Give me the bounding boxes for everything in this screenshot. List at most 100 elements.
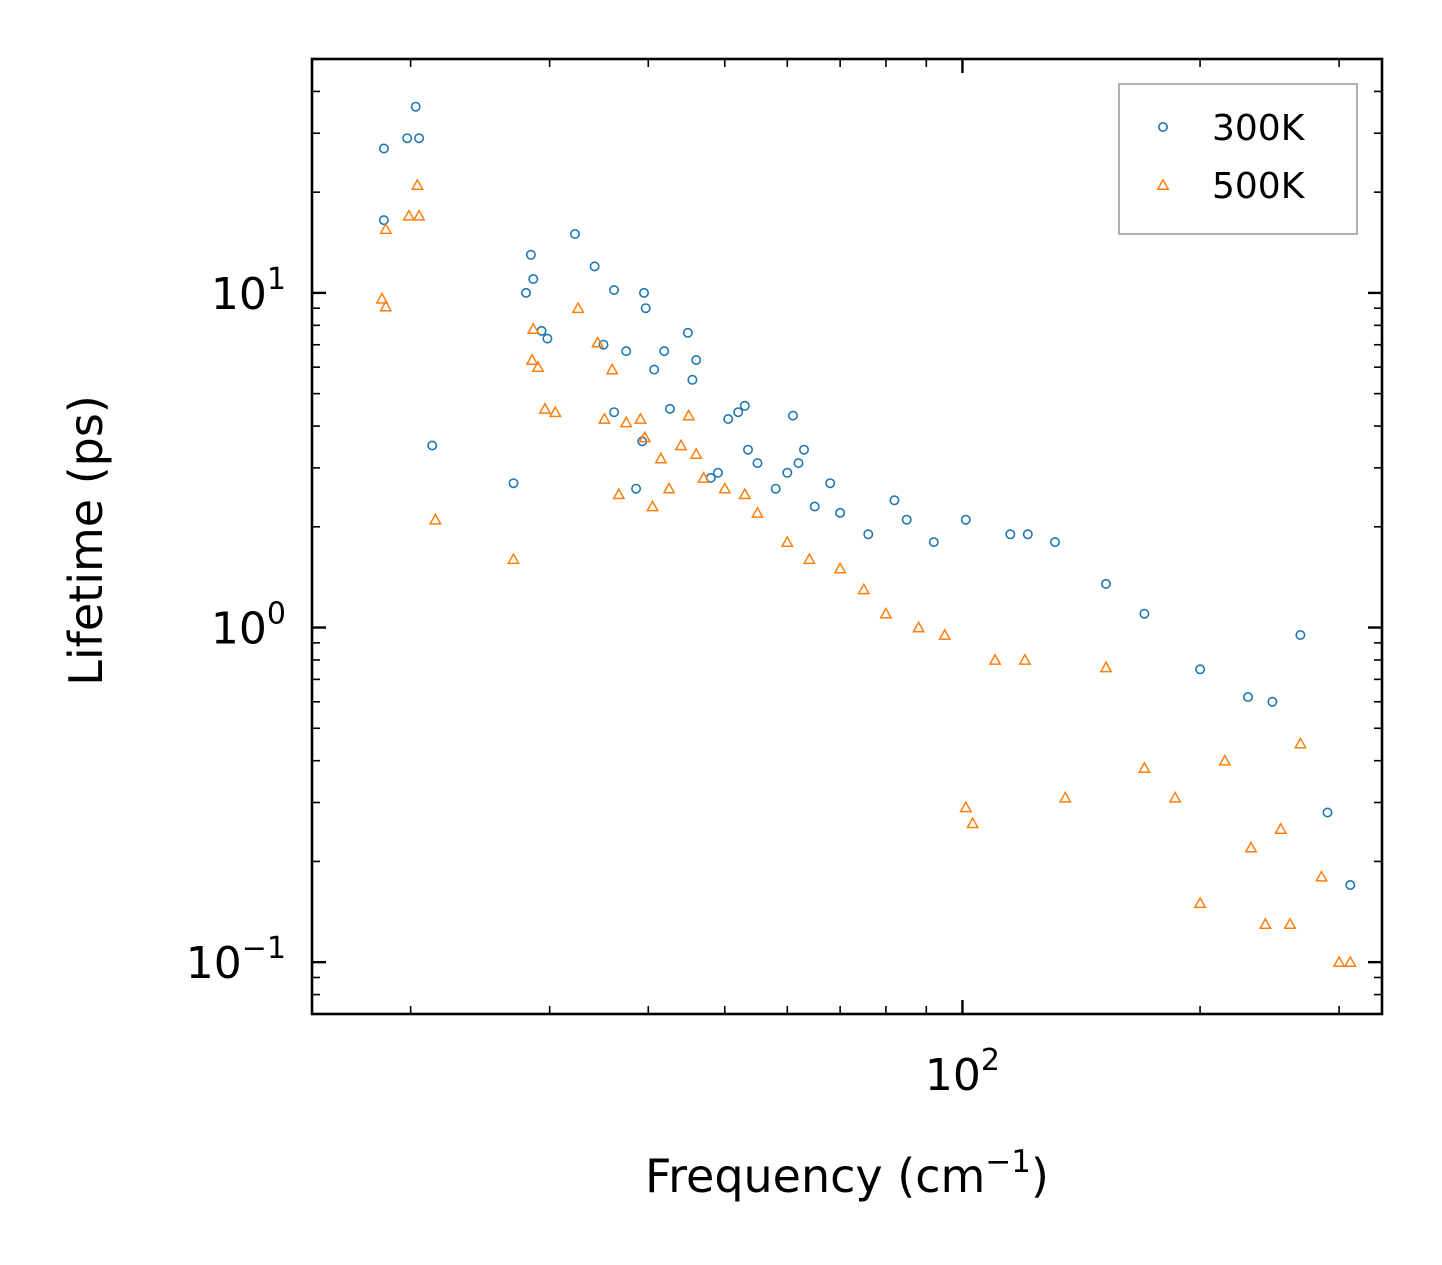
data-point xyxy=(569,229,580,240)
data-point xyxy=(809,501,820,512)
y-axis-label: Lifetime (ps) xyxy=(59,395,113,686)
data-point xyxy=(691,354,702,365)
data-point xyxy=(738,487,752,500)
data-point xyxy=(379,222,393,235)
data-point xyxy=(538,402,552,414)
data-point xyxy=(1258,917,1272,929)
data-point xyxy=(659,346,670,357)
data-point xyxy=(402,133,413,144)
data-point xyxy=(1345,879,1356,890)
data-point xyxy=(1343,955,1357,968)
data-point xyxy=(857,582,871,595)
data-point xyxy=(752,458,763,469)
x-axis-label: Frequency (cm−1) xyxy=(645,1144,1049,1203)
legend-label: 300K xyxy=(1212,108,1306,149)
data-point xyxy=(1005,529,1016,540)
data-point xyxy=(1050,537,1061,548)
data-point xyxy=(1193,896,1207,909)
data-point xyxy=(687,374,698,385)
data-point xyxy=(379,299,393,312)
data-point xyxy=(609,407,620,418)
data-point xyxy=(640,303,651,314)
data-point xyxy=(901,514,912,525)
data-point xyxy=(966,816,980,829)
data-point xyxy=(1295,629,1306,640)
data-point xyxy=(751,506,764,518)
y-tick-label: 101 xyxy=(211,262,286,320)
data-point xyxy=(682,408,696,421)
legend-marker xyxy=(1158,122,1169,133)
data-point xyxy=(674,438,688,451)
data-point xyxy=(1195,664,1206,675)
plot-frame xyxy=(310,57,1384,1016)
data-point xyxy=(1322,807,1333,818)
data-point xyxy=(782,467,793,478)
data-point xyxy=(525,353,539,365)
data-point xyxy=(631,483,642,494)
labels: 102 10−1 100 101 Frequency (cm−1) Lifetime (p… xyxy=(59,262,1049,1203)
data-point xyxy=(507,552,520,565)
data-point xyxy=(787,410,798,421)
data-point xyxy=(638,430,652,443)
data-point xyxy=(1293,736,1307,749)
legend-box xyxy=(1118,83,1358,235)
data-point xyxy=(825,478,836,489)
data-point xyxy=(402,209,416,221)
data-point xyxy=(833,561,847,574)
data-point xyxy=(508,478,519,489)
data-point xyxy=(780,535,794,548)
data-point xyxy=(798,444,809,455)
data-point xyxy=(1137,761,1151,774)
data-point xyxy=(619,415,633,428)
data-point xyxy=(938,628,952,640)
data-point xyxy=(378,143,389,154)
data-point xyxy=(598,339,609,350)
data-point xyxy=(835,507,846,518)
data-point xyxy=(589,261,600,272)
data-point xyxy=(1267,696,1278,707)
data-point xyxy=(770,483,781,494)
data-point xyxy=(412,209,426,221)
data-point xyxy=(638,287,649,298)
series-300K xyxy=(378,101,1356,890)
legend: 300K 500K xyxy=(1118,83,1358,235)
data-point xyxy=(1022,529,1033,540)
data-point xyxy=(742,444,753,455)
data-point xyxy=(739,400,750,411)
data-point xyxy=(654,451,668,464)
data-point xyxy=(889,495,900,506)
data-point xyxy=(427,440,438,451)
legend-marker xyxy=(1156,178,1170,190)
data-point xyxy=(793,458,804,469)
data-point xyxy=(375,292,389,304)
data-point xyxy=(662,481,676,494)
data-point xyxy=(988,653,1002,665)
data-point xyxy=(1139,608,1150,619)
data-point xyxy=(712,467,723,478)
data-point xyxy=(428,512,442,525)
data-point xyxy=(1101,578,1112,589)
data-point xyxy=(1218,753,1232,766)
data-point xyxy=(912,620,926,633)
data-point xyxy=(723,413,734,424)
data-point xyxy=(609,284,620,295)
data-point xyxy=(525,249,536,260)
data-point xyxy=(664,403,675,414)
data-point xyxy=(928,537,939,548)
data-point xyxy=(621,346,632,357)
data-point xyxy=(1018,653,1032,665)
data-point xyxy=(1274,822,1288,834)
data-point xyxy=(697,471,711,483)
data-point xyxy=(802,552,816,565)
data-point xyxy=(591,335,605,348)
series-500K xyxy=(375,178,1357,968)
data-layer xyxy=(375,101,1357,968)
data-point xyxy=(410,101,421,112)
data-point xyxy=(959,800,973,813)
axes xyxy=(310,57,1384,1016)
data-point xyxy=(634,412,647,424)
data-point xyxy=(571,301,585,314)
data-point xyxy=(863,529,874,540)
data-point xyxy=(605,362,619,375)
